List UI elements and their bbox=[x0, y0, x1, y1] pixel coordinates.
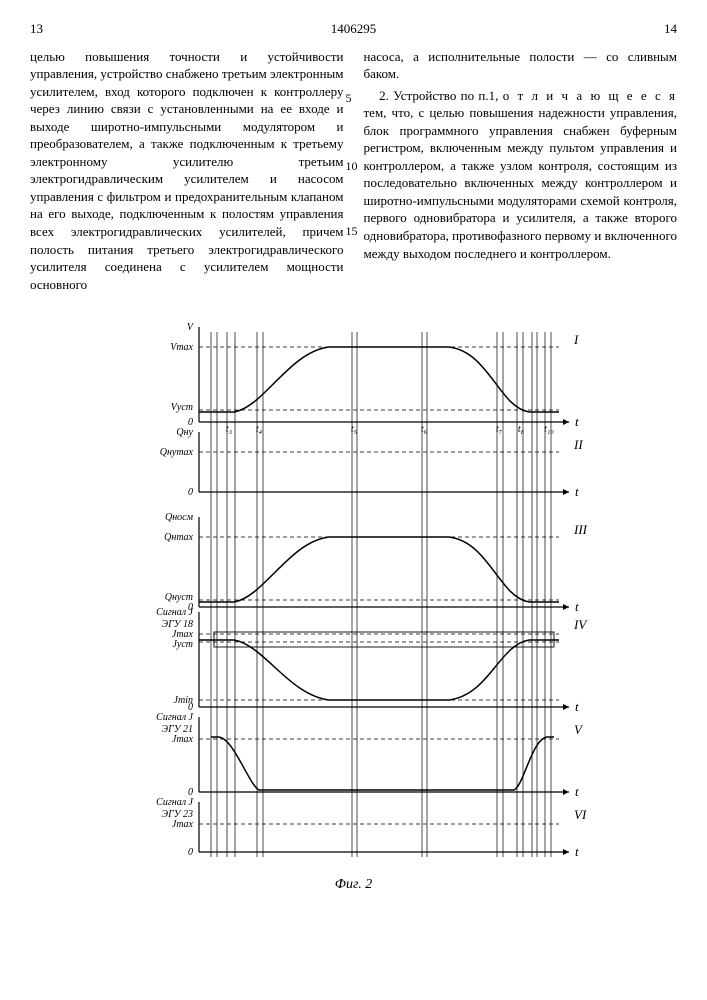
svg-text:t₈: t₈ bbox=[517, 424, 524, 435]
svg-text:Qнуmax: Qнуmax bbox=[159, 447, 193, 458]
svg-text:t: t bbox=[575, 784, 579, 799]
page-header: 13 1406295 14 bbox=[30, 20, 677, 38]
claim-spaced: о т л и ч а ю щ е е с я bbox=[503, 88, 677, 103]
claim-rest: тем, что, с целью повышения надежности у… bbox=[364, 105, 678, 260]
figure-2-diagram: tIVVmaxVуст0tIIQнуQнуmax0tIIIQноcмQнmaxQ… bbox=[119, 312, 589, 872]
line-number-15: 15 bbox=[346, 223, 358, 239]
svg-text:IV: IV bbox=[573, 617, 588, 632]
right-column: 5 10 15 насоса, а исполнительные полости… bbox=[364, 48, 678, 298]
svg-text:VI: VI bbox=[574, 807, 587, 822]
svg-text:t: t bbox=[575, 844, 579, 859]
svg-text:Qну: Qну bbox=[176, 427, 193, 438]
svg-text:Qноcм: Qноcм bbox=[164, 512, 193, 523]
svg-text:t₁₀: t₁₀ bbox=[544, 424, 554, 435]
right-text-2: 2. Устройство по п.1, о т л и ч а ю щ е … bbox=[364, 87, 678, 262]
svg-text:V: V bbox=[186, 322, 194, 333]
svg-text:Сигнал J: Сигнал J bbox=[156, 607, 193, 618]
svg-text:V: V bbox=[574, 722, 584, 737]
claim-prefix: 2. Устройство по п.1, bbox=[379, 88, 503, 103]
svg-text:t₆: t₆ bbox=[420, 424, 427, 435]
svg-text:Сигнал J: Сигнал J bbox=[156, 797, 193, 808]
svg-text:t: t bbox=[575, 484, 579, 499]
svg-text:Jmax: Jmax bbox=[171, 819, 193, 830]
svg-text:0: 0 bbox=[188, 847, 193, 858]
svg-text:Vуст: Vуст bbox=[170, 402, 192, 413]
svg-text:Jmax: Jmax bbox=[171, 734, 193, 745]
svg-text:Vmax: Vmax bbox=[170, 342, 193, 353]
text-columns: целью повышения точности и устойчивости … bbox=[30, 48, 677, 298]
svg-text:t₃: t₃ bbox=[225, 424, 232, 435]
svg-text:t: t bbox=[575, 699, 579, 714]
page-number-right: 14 bbox=[664, 20, 677, 38]
left-text: целью повышения точности и устойчивости … bbox=[30, 48, 344, 294]
svg-text:Qнmax: Qнmax bbox=[164, 532, 193, 543]
right-text-1: насоса, а исполнительные полости — со сл… bbox=[364, 48, 678, 83]
svg-text:t: t bbox=[575, 599, 579, 614]
page-number-left: 13 bbox=[30, 20, 43, 38]
left-column: целью повышения точности и устойчивости … bbox=[30, 48, 344, 298]
svg-text:Сигнал J: Сигнал J bbox=[156, 712, 193, 723]
document-number: 1406295 bbox=[331, 20, 377, 38]
svg-text:I: I bbox=[573, 332, 579, 347]
svg-text:t₇: t₇ bbox=[495, 424, 502, 435]
line-number-5: 5 bbox=[346, 90, 352, 106]
svg-text:t₅: t₅ bbox=[350, 424, 357, 435]
svg-text:0: 0 bbox=[188, 487, 193, 498]
svg-text:III: III bbox=[573, 522, 588, 537]
svg-text:t₄: t₄ bbox=[255, 424, 262, 435]
svg-text:Jуст: Jуст bbox=[172, 639, 193, 650]
svg-text:t: t bbox=[575, 414, 579, 429]
figure-caption: Фиг. 2 bbox=[30, 876, 677, 895]
svg-text:II: II bbox=[573, 437, 583, 452]
line-number-10: 10 bbox=[346, 158, 358, 174]
